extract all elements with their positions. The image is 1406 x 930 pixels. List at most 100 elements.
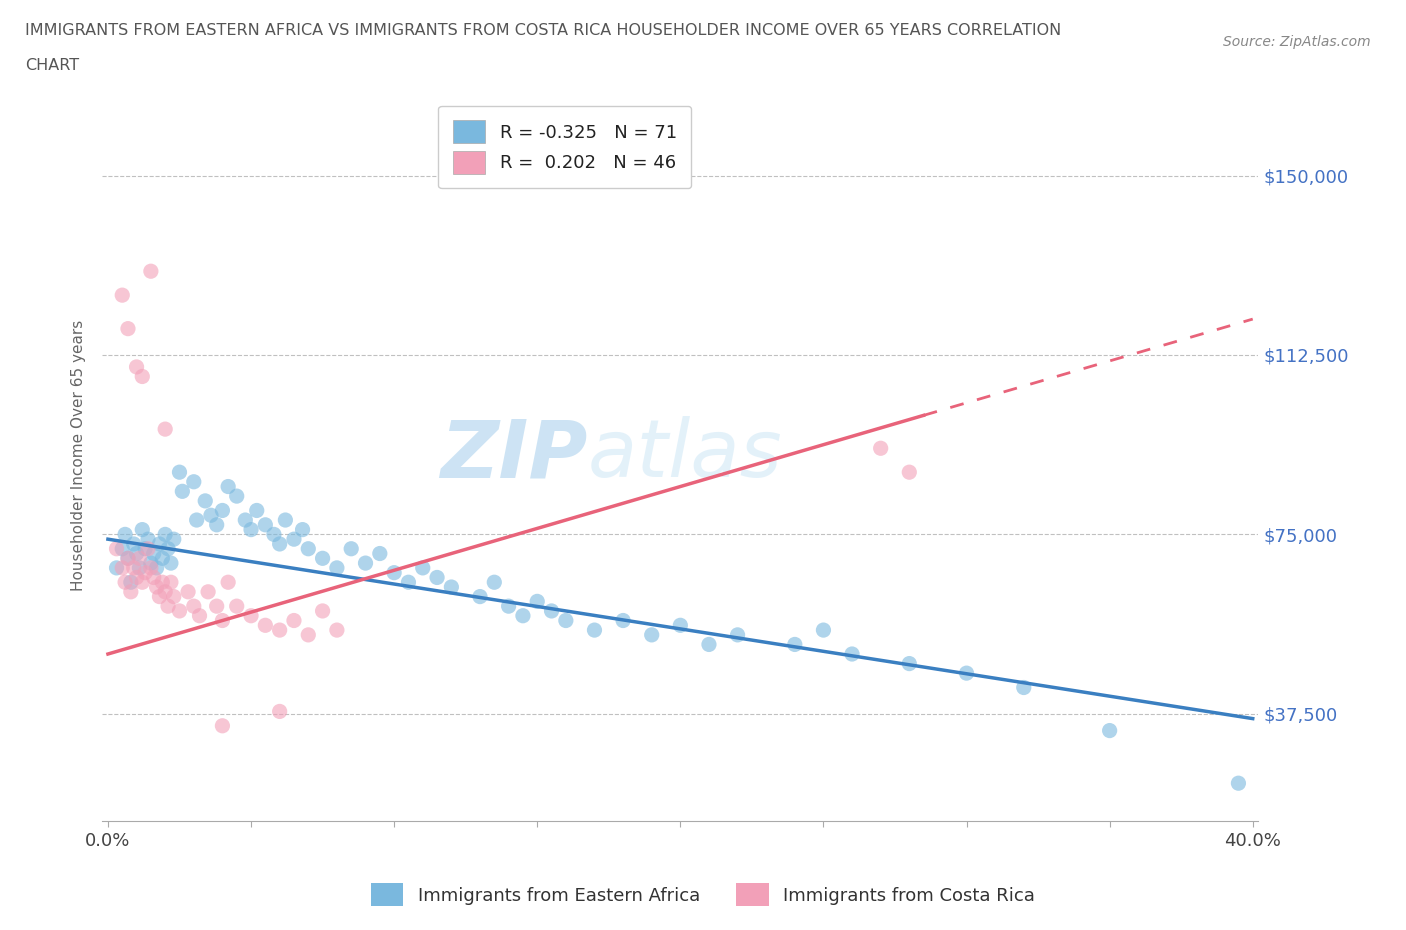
Point [869,441,891,456]
Point [269,623,291,638]
Point [139,264,162,279]
Point [233,512,256,527]
Point [134,565,156,580]
Point [177,584,200,599]
Point [117,551,139,565]
Point [163,589,186,604]
Point [128,551,150,565]
Point [813,623,835,638]
Point [1227,776,1250,790]
Point [263,527,285,542]
Point [354,555,377,570]
Point [134,541,156,556]
Point [105,561,128,576]
Point [148,589,170,604]
Point [274,512,297,527]
Point [145,561,167,576]
Point [128,561,150,576]
Point [169,465,191,480]
Point [211,718,233,733]
Point [641,628,664,643]
Point [183,474,205,489]
Point [291,522,314,537]
Point [150,575,173,590]
Point [125,546,148,561]
Text: Source: ZipAtlas.com: Source: ZipAtlas.com [1223,35,1371,49]
Point [131,522,153,537]
Point [240,522,263,537]
Point [484,575,506,590]
Point [468,589,491,604]
Point [412,561,434,576]
Point [440,579,463,594]
Point [898,657,921,671]
Point [326,561,349,576]
Point [283,532,305,547]
Point [157,541,180,556]
Point [194,494,217,509]
Point [183,599,205,614]
Point [526,594,548,609]
Point [1098,724,1121,738]
Point [283,613,305,628]
Point [122,561,145,576]
Point [172,484,194,498]
Point [139,555,162,570]
Point [583,623,606,638]
Point [120,584,142,599]
Point [217,575,239,590]
Point [225,599,247,614]
Point [114,575,136,590]
Point [197,584,219,599]
Point [120,575,142,590]
Point [186,512,208,527]
Point [111,287,134,302]
Point [153,527,176,542]
Point [368,546,391,561]
Point [150,551,173,565]
Point [136,541,159,556]
Point [114,527,136,542]
Point [169,604,191,618]
Point [188,608,211,623]
Point [612,613,634,628]
Point [205,599,228,614]
Point [554,613,576,628]
Point [160,555,183,570]
Text: ZIP: ZIP [440,417,588,495]
Point [297,628,319,643]
Point [211,613,233,628]
Text: CHART: CHART [25,58,79,73]
Point [311,604,333,618]
Point [269,704,291,719]
Legend: Immigrants from Eastern Africa, Immigrants from Costa Rica: Immigrants from Eastern Africa, Immigran… [364,876,1042,913]
Point [131,369,153,384]
Point [205,517,228,532]
Point [153,421,176,436]
Point [426,570,449,585]
Point [727,628,749,643]
Point [254,618,277,632]
Point [697,637,720,652]
Point [898,465,921,480]
Point [139,561,162,576]
Point [269,537,291,551]
Point [125,360,148,375]
Text: IMMIGRANTS FROM EASTERN AFRICA VS IMMIGRANTS FROM COSTA RICA HOUSEHOLDER INCOME : IMMIGRANTS FROM EASTERN AFRICA VS IMMIGR… [25,23,1062,38]
Y-axis label: Householder Income Over 65 years: Householder Income Over 65 years [72,320,86,591]
Point [122,537,145,551]
Point [783,637,806,652]
Point [512,608,534,623]
Point [1012,680,1035,695]
Point [148,537,170,551]
Point [669,618,692,632]
Point [131,575,153,590]
Point [498,599,520,614]
Point [254,517,277,532]
Point [111,541,134,556]
Point [382,565,405,580]
Point [163,532,186,547]
Point [117,321,139,336]
Point [136,532,159,547]
Point [841,646,863,661]
